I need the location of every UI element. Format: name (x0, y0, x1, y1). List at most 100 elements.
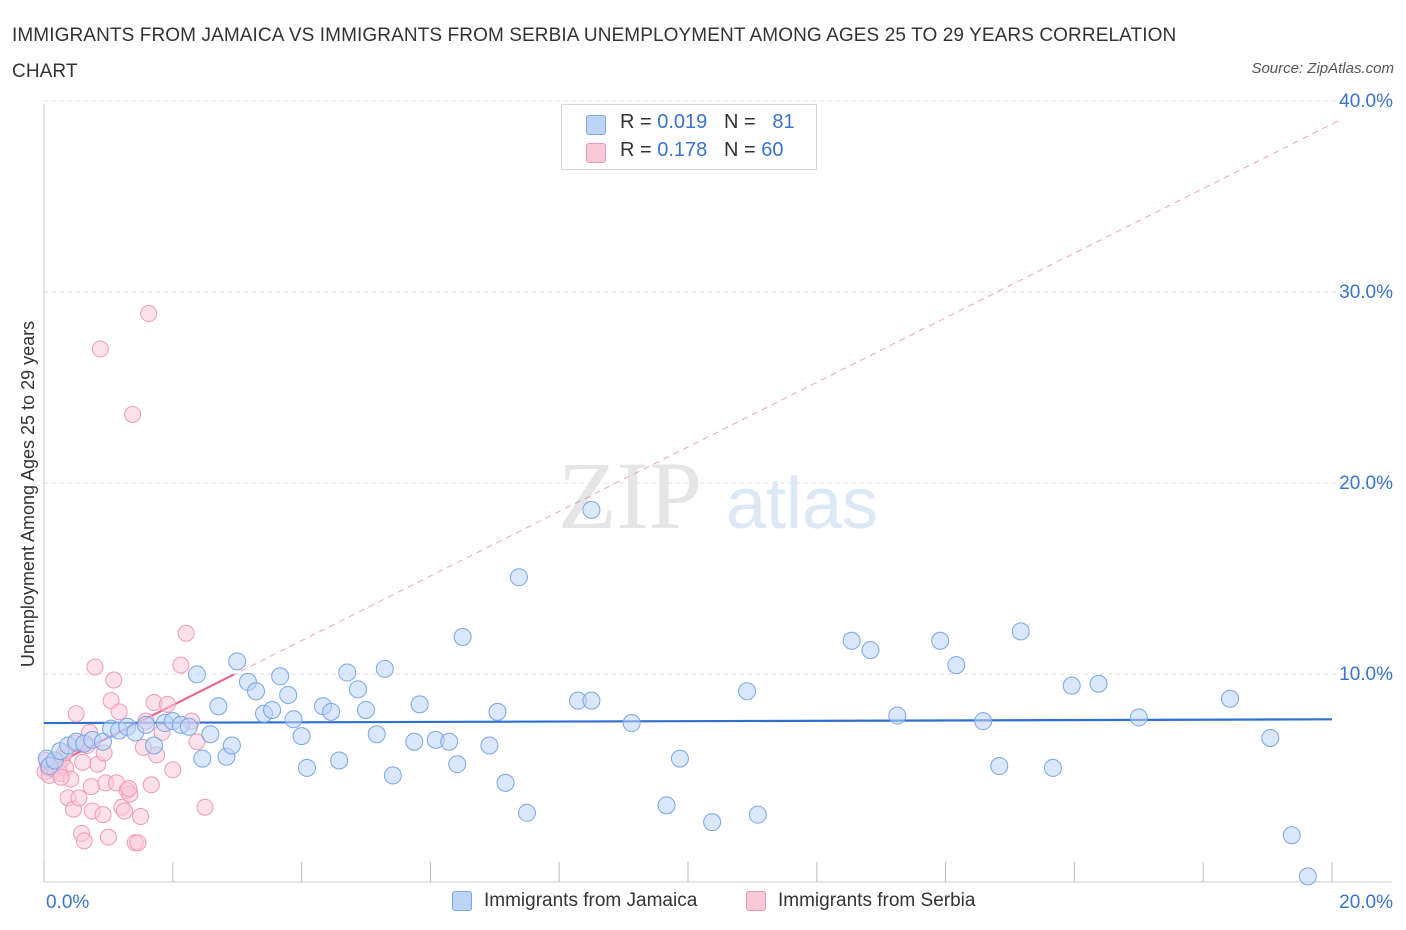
serbia-point (67, 705, 85, 723)
jamaica-point (136, 715, 155, 734)
jamaica-point (279, 686, 298, 704)
legend-label-serbia: Immigrants from Serbia (778, 890, 976, 911)
serbia-point (158, 695, 176, 713)
jamaica-point (974, 712, 993, 731)
serbia-point (188, 733, 206, 751)
jamaica-point (1282, 826, 1301, 845)
serbia-point (86, 658, 104, 676)
y-tick-label: 10.0% (1339, 664, 1393, 685)
stats-legend-text: R = 0.019 N = 81 (620, 111, 795, 134)
serbia-points (36, 305, 214, 852)
legend-swatch-jamaica (452, 891, 472, 911)
jamaica-point (1062, 676, 1081, 695)
jamaica-point (861, 641, 880, 660)
jamaica-point (94, 732, 113, 751)
jamaica-point (509, 568, 528, 587)
jamaica-point (201, 725, 220, 744)
jamaica-point (322, 702, 341, 721)
x-tick-label: 20.0% (1339, 892, 1393, 913)
jamaica-points (37, 500, 1317, 886)
y-axis-label: Unemployment Among Ages 25 to 29 years (18, 321, 38, 667)
legend-swatch-serbia (746, 891, 766, 911)
jamaica-point (209, 697, 228, 716)
jamaica-point (670, 749, 689, 768)
axes (43, 104, 1392, 883)
jamaica-point (375, 659, 394, 678)
y-tick-label: 40.0% (1339, 91, 1393, 112)
tick-labels: 10.0% 20.0% 30.0% 40.0% 0.0% 20.0% (46, 91, 1393, 913)
legend-swatch-jamaica (586, 115, 606, 135)
r-value: 0.019 (657, 111, 708, 133)
jamaica-point (297, 758, 316, 777)
serbia-point (74, 753, 92, 771)
watermark: ZIP atlas (558, 442, 878, 549)
n-value: 60 (761, 139, 784, 161)
jamaica-point (518, 803, 536, 822)
watermark-atlas: atlas (726, 464, 878, 544)
serbia-point (75, 832, 93, 850)
jamaica-point (228, 652, 247, 671)
jamaica-point (738, 682, 757, 701)
jamaica-point (842, 631, 861, 650)
source-label: Source: ZipAtlas.com (1251, 60, 1394, 77)
jamaica-point (622, 714, 641, 733)
chart-title: IMMIGRANTS FROM JAMAICA VS IMMIGRANTS FR… (12, 25, 1177, 82)
jamaica-point (440, 732, 459, 751)
jamaica-point (703, 813, 722, 832)
jamaica-point (453, 628, 472, 647)
jamaica-point (179, 717, 198, 736)
jamaica-point (246, 682, 265, 701)
n-label: N = (723, 111, 762, 133)
jamaica-point (1089, 674, 1108, 693)
serbia-point (172, 656, 190, 674)
stats-legend-text: R = 0.178 N = 60 (620, 139, 783, 162)
jamaica-point (292, 727, 311, 746)
jamaica-point (888, 706, 907, 725)
jamaica-point (1129, 708, 1148, 727)
jamaica-point (748, 805, 767, 824)
serbia-point (94, 806, 112, 824)
jamaica-point (187, 665, 206, 684)
grid-lines (44, 100, 1392, 675)
y-tick-label: 20.0% (1339, 473, 1393, 494)
jamaica-point (348, 680, 367, 699)
legend-label-jamaica: Immigrants from Jamaica (484, 890, 698, 911)
x-tick-label: 0.0% (46, 892, 89, 913)
serbia-point (140, 305, 158, 323)
jamaica-point (1011, 622, 1030, 641)
serbia-point (196, 798, 214, 816)
jamaica-point (1043, 758, 1062, 777)
jamaica-point (145, 736, 164, 755)
serbia-point (105, 671, 123, 689)
jamaica-point (480, 736, 499, 755)
serbia-point (132, 808, 150, 826)
jamaica-point (1298, 867, 1317, 886)
serbia-point (110, 703, 128, 721)
jamaica-point (657, 796, 676, 815)
jamaica-point (338, 663, 357, 682)
serbia-point (124, 406, 142, 423)
serbia-point (82, 778, 100, 796)
jamaica-point (496, 773, 515, 792)
jamaica-point (357, 700, 375, 719)
jamaica-point (1221, 689, 1240, 708)
jamaica-point (222, 736, 241, 755)
jamaica-point (1261, 729, 1280, 748)
jamaica-point (582, 500, 601, 519)
jamaica-point (410, 695, 429, 714)
serbia-point (164, 761, 182, 779)
serbia-point (177, 624, 195, 642)
jamaica-point (947, 656, 966, 675)
stats-legend: R = 0.019 N = 81 R = 0.178 N = 60 (561, 104, 817, 170)
r-value: 0.178 (657, 139, 708, 161)
jamaica-point (931, 631, 950, 650)
r-label: R = (620, 139, 658, 161)
serbia-point (116, 802, 133, 820)
jamaica-trend-line (43, 718, 1333, 725)
jamaica-point (488, 702, 507, 721)
jamaica-point (271, 667, 290, 686)
serbia-point (91, 340, 109, 358)
y-tick-label: 30.0% (1339, 282, 1393, 303)
n-value: 81 (772, 111, 795, 133)
